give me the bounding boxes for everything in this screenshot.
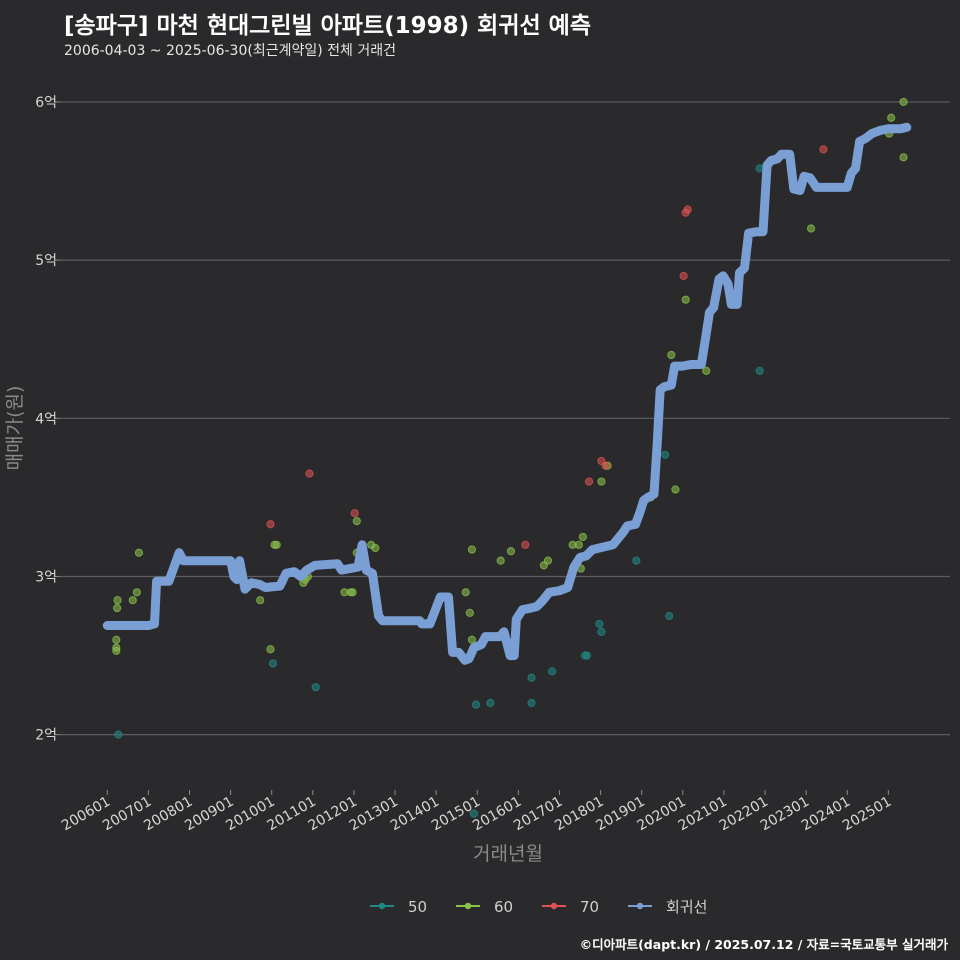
data-point-60 — [806, 224, 816, 233]
scatter-points — [112, 97, 908, 818]
data-point-60 — [671, 485, 680, 494]
data-point-50 — [755, 164, 764, 173]
data-point-50 — [665, 611, 674, 621]
data-point-60 — [496, 556, 505, 565]
data-point-60 — [461, 588, 470, 597]
data-point-50 — [469, 809, 479, 818]
data-point-70 — [683, 205, 692, 214]
y-tick-label: 2억 — [35, 728, 57, 744]
data-point-50 — [597, 627, 606, 636]
data-point-60 — [348, 588, 357, 597]
y-axis-ticks: 2억 3억 4억 5억 6억 — [35, 95, 60, 744]
legend-swatch-dot — [464, 902, 472, 910]
data-point-70 — [350, 509, 359, 518]
data-point-50 — [471, 700, 481, 709]
data-point-60 — [574, 540, 583, 549]
data-point-60 — [465, 608, 474, 617]
data-point-70 — [601, 461, 610, 470]
data-point-50 — [582, 651, 592, 660]
data-point-70 — [679, 271, 688, 281]
data-point-60 — [256, 596, 265, 605]
chart-title: [송파구] 마천 현대그린빌 아파트(1998) 회귀선 예측 — [64, 13, 591, 39]
data-point-70 — [305, 469, 314, 478]
data-point-60 — [272, 540, 281, 549]
data-point-60 — [667, 350, 676, 360]
legend-label: 70 — [580, 898, 599, 916]
data-point-50 — [755, 366, 764, 375]
data-point-60 — [681, 295, 690, 304]
data-point-60 — [112, 643, 121, 652]
chart-subtitle: 2006-04-03 ~ 2025-06-30(최근계약일) 전체 거래건 — [64, 43, 396, 59]
y-axis-label: 매매가(원) — [4, 386, 26, 471]
data-point-60 — [371, 543, 380, 553]
data-point-60 — [134, 548, 144, 557]
y-tick-label: 3억 — [35, 569, 57, 585]
data-point-50 — [547, 667, 557, 676]
data-point-60 — [702, 366, 711, 375]
data-point-60 — [113, 604, 122, 613]
data-point-50 — [632, 556, 641, 565]
legend-swatch-dot — [550, 902, 558, 910]
data-point-60 — [352, 517, 361, 526]
y-tick-label: 6억 — [35, 95, 57, 111]
gridlines — [60, 101, 950, 736]
legend-label: 60 — [494, 898, 513, 916]
data-point-70 — [521, 540, 530, 549]
y-tick-label: 4억 — [35, 411, 57, 427]
data-point-50 — [661, 450, 670, 459]
data-point-70 — [584, 477, 594, 486]
data-point-60 — [578, 532, 588, 542]
data-point-70 — [266, 520, 275, 529]
data-point-60 — [128, 596, 137, 605]
legend: 50 60 70 회귀선 — [370, 898, 707, 916]
regression-line — [102, 122, 912, 665]
data-point-60 — [597, 477, 606, 486]
data-point-50 — [595, 619, 604, 629]
data-point-60 — [543, 556, 553, 565]
x-axis-label: 거래년월 — [473, 843, 543, 865]
data-point-60 — [467, 635, 477, 644]
data-point-60 — [467, 545, 477, 554]
data-point-60 — [506, 547, 516, 556]
data-point-60 — [113, 596, 122, 605]
legend-label: 50 — [408, 898, 427, 916]
legend-swatch-dot — [636, 902, 644, 910]
data-point-50 — [486, 698, 495, 708]
legend-swatch-dot — [378, 902, 386, 910]
data-point-50 — [527, 673, 536, 682]
legend-label: 회귀선 — [666, 898, 707, 916]
source-credit: ©디아파트(dapt.kr) / 2025.07.12 / 자료=국토교통부 실… — [579, 937, 948, 952]
data-point-50 — [311, 683, 320, 692]
data-point-50 — [527, 698, 536, 708]
data-point-50 — [268, 659, 278, 668]
regression-line-group — [102, 122, 912, 665]
data-point-60 — [899, 153, 908, 162]
data-point-60 — [112, 635, 121, 644]
data-point-60 — [132, 588, 141, 597]
data-point-50 — [114, 730, 123, 739]
data-point-70 — [819, 145, 828, 154]
y-tick-label: 5억 — [35, 253, 57, 269]
data-point-60 — [887, 113, 896, 122]
data-point-60 — [266, 645, 275, 654]
data-point-60 — [899, 97, 908, 107]
